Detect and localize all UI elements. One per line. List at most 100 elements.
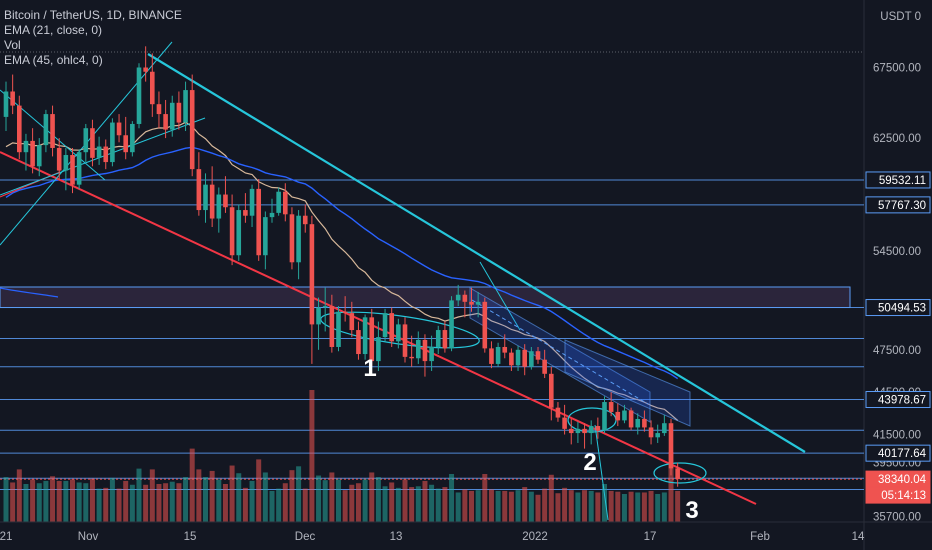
price-tick-label: 35700.00	[873, 511, 921, 523]
volume-bar-42	[282, 483, 288, 522]
volume-bar-52	[349, 484, 355, 522]
volume-bar-30	[203, 477, 208, 522]
price-label-text: 38340.04	[878, 474, 927, 486]
candle-body-88	[588, 426, 594, 434]
volume-bar-48	[322, 480, 328, 522]
candle-body-81	[542, 359, 547, 374]
candle-body-89	[595, 426, 601, 431]
candle-body-31	[209, 184, 215, 219]
candle-body-63	[422, 339, 428, 362]
candle-body-78	[522, 349, 527, 367]
channel-midline	[471, 299, 649, 405]
candle-body-15	[103, 146, 109, 163]
candle-body-40	[269, 212, 275, 218]
volume-bar-63	[422, 480, 428, 522]
indicator-volume[interactable]: Vol	[4, 38, 21, 52]
indicator-ema21[interactable]: EMA (21, close, 0)	[4, 23, 103, 37]
candle-body-56	[376, 337, 381, 362]
candle-body-87	[582, 428, 587, 434]
range-box	[0, 286, 851, 309]
candle-body-18	[123, 135, 128, 153]
volume-bar-61	[409, 487, 415, 522]
price-label-box	[865, 299, 931, 317]
volume-bar-70	[469, 490, 474, 522]
candle-body-93	[622, 410, 627, 421]
volume-bar-45	[302, 488, 308, 522]
volume-bar-94	[628, 491, 634, 522]
volume-bar-57	[382, 486, 388, 522]
candle-body-29	[196, 169, 202, 211]
chart-legend: Bitcoin / TetherUS, 1D, BINANCE EMA (21,…	[4, 8, 182, 68]
candle-body-70	[469, 301, 474, 305]
price-label-text: 57767.30	[878, 200, 926, 212]
price-unit-label: USDT 0	[880, 11, 921, 23]
candle-body-42	[283, 191, 288, 215]
volume-bar-100	[668, 452, 674, 522]
volume-bar-84	[562, 487, 568, 522]
price-label-2: 50494.53	[865, 299, 931, 317]
candle-body-64	[429, 346, 434, 362]
candle-body-55	[369, 317, 375, 362]
volume-bar-3	[23, 484, 29, 522]
ema21-line	[5, 121, 679, 421]
candle-body-95	[635, 418, 641, 428]
candle-body-3	[23, 140, 29, 153]
candle-body-21	[143, 67, 148, 72]
candle-body-65	[435, 330, 441, 347]
candle-body-79	[529, 351, 534, 367]
ema45-line	[5, 146, 679, 380]
volume-bar-77	[515, 490, 521, 522]
indicator-ema45[interactable]: EMA (45, ohlc4, 0)	[4, 53, 103, 67]
candle-body-7	[50, 114, 55, 148]
fan-line-5	[594, 424, 609, 521]
candle-body-68	[455, 294, 461, 301]
volume-bar-12	[83, 483, 89, 522]
volume-bar-55	[369, 472, 375, 522]
volume-bar-15	[103, 487, 109, 522]
volume-bar-18	[123, 480, 129, 522]
volume-bar-0	[3, 477, 9, 522]
price-label-1: 57767.30	[865, 196, 931, 214]
volume-bar-62	[415, 486, 421, 522]
candle-body-24	[163, 114, 168, 130]
volume-bar-86	[575, 492, 581, 522]
volume-bar-65	[435, 488, 441, 522]
volume-bar-28	[189, 448, 195, 522]
volume-bar-35	[236, 473, 242, 522]
volume-bar-26	[176, 483, 182, 522]
volume-bar-92	[615, 491, 621, 522]
volume-bar-51	[342, 490, 348, 522]
volume-bar-78	[522, 487, 528, 522]
symbol-title[interactable]: Bitcoin / TetherUS, 1D, BINANCE	[4, 8, 182, 22]
volume-bar-49	[329, 472, 335, 522]
price-tick-label: 47500.00	[873, 345, 921, 357]
volume-bar-25	[169, 481, 175, 522]
candle-body-30	[203, 184, 208, 211]
volume-bar-50	[336, 479, 341, 522]
price-label-3: 43978.67	[865, 391, 931, 409]
candle-body-75	[502, 346, 508, 353]
candle-body-2	[17, 105, 22, 153]
volume-bar-4	[30, 479, 36, 522]
candle-body-51	[342, 311, 348, 314]
candle-body-38	[256, 188, 261, 256]
price-label-5: 38340.04	[865, 470, 931, 488]
time-tick-label: Dec	[295, 531, 316, 543]
candle-body-74	[495, 346, 501, 364]
volume-bar-27	[183, 477, 189, 522]
candle-body-60	[402, 324, 408, 357]
ema-fragment	[0, 287, 59, 298]
volume-bar-85	[568, 490, 574, 522]
price-label-box	[865, 486, 931, 504]
volume-bar-99	[661, 492, 667, 522]
volume-bar-75	[502, 490, 508, 522]
candle-body-97	[648, 427, 654, 438]
time-tick-label: 13	[390, 531, 403, 543]
candle-body-28	[189, 90, 195, 170]
accumulation-ellipse-3	[653, 462, 707, 484]
wave-label-2: 2	[583, 449, 596, 476]
candle-body-80	[535, 351, 541, 360]
time-tick-label: 17	[644, 531, 657, 543]
candle-body-14	[96, 146, 102, 158]
